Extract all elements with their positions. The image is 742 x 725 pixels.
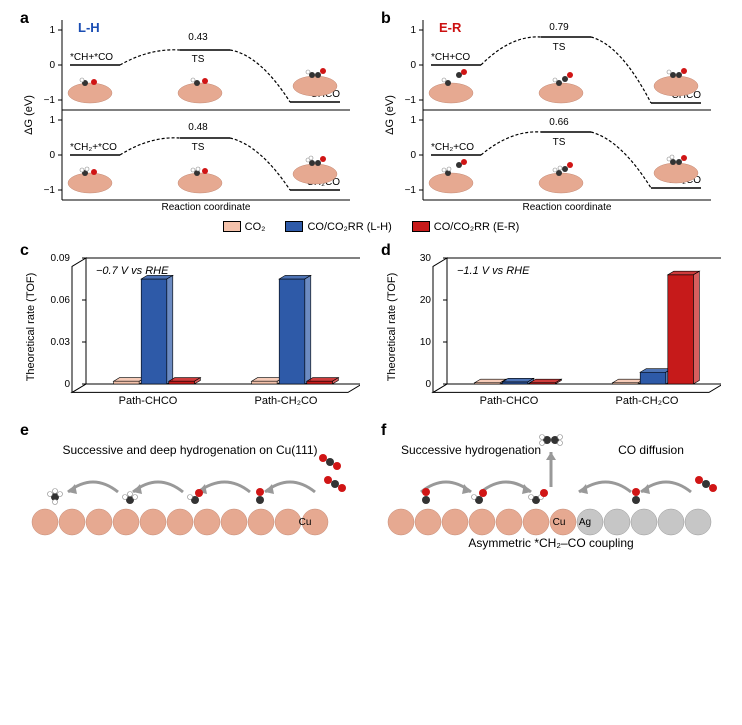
svg-text:1: 1	[49, 25, 55, 36]
svg-text:−1: −1	[405, 95, 417, 106]
panel-a-title: L-H	[78, 20, 100, 35]
panel-label-e: e	[20, 422, 29, 440]
e-cu-label: Cu	[299, 517, 312, 528]
svg-text:Theoretical rate (TOF): Theoretical rate (TOF)	[25, 273, 37, 382]
bar-chart-d: 0 10 20 30 Theoretical rate (TOF) −1.1 V vs R…	[381, 242, 721, 412]
e-text: Successive and deep hydrogenation on Cu(…	[62, 443, 317, 457]
b1-barrier: 0.79	[549, 22, 569, 33]
a2-left: *CH₂+*CO	[70, 142, 117, 153]
svg-text:0.09: 0.09	[51, 253, 71, 264]
b1-left: *CH+CO	[431, 52, 470, 63]
panel-d: d 0 10 20 30 Theoretical rate (TOF) −1.1 V vs…	[381, 242, 722, 412]
svg-text:0.03: 0.03	[51, 337, 71, 348]
panel-a-ylabel: ΔG (eV)	[23, 95, 35, 135]
svg-text:1: 1	[49, 115, 55, 126]
f-ag-label: Ag	[579, 517, 591, 528]
f-text-left: Successive hydrogenation	[401, 443, 541, 457]
legend-item-1: CO/CO₂RR (L-H)	[285, 218, 391, 236]
schematic-e: Successive and deep hydrogenation on Cu(…	[20, 422, 360, 552]
panel-label-b: b	[381, 10, 391, 28]
energy-diagram-b: E-R ΔG (eV) 1 0 −1 1 0 −1 *CH+CO	[381, 10, 721, 210]
panel-a-xlabel: Reaction coordinate	[162, 202, 251, 210]
a2-barrier: 0.48	[188, 122, 208, 133]
b1-ts: TS	[553, 42, 566, 53]
bar-chart-c: 00.030.060.09Theoretical rate (TOF)−0.7 …	[20, 242, 360, 412]
f-text-right: CO diffusion	[618, 443, 684, 457]
svg-text:−1: −1	[44, 185, 56, 196]
b2-barrier: 0.66	[549, 117, 569, 128]
svg-text:10: 10	[420, 337, 432, 348]
f-arrows	[421, 452, 691, 494]
svg-text:0: 0	[49, 60, 55, 71]
svg-text:0: 0	[410, 150, 416, 161]
a1-barrier: 0.43	[188, 32, 208, 43]
e-arrows	[68, 482, 315, 494]
svg-text:1: 1	[410, 115, 416, 126]
svg-text:30: 30	[420, 253, 432, 264]
yticks-a1: 1 0 −1	[44, 25, 62, 106]
row-cd: c 00.030.060.09Theoretical rate (TOF)−0.…	[20, 242, 722, 412]
svg-text:0: 0	[425, 379, 431, 390]
svg-text:−1: −1	[405, 185, 417, 196]
a1-ts: TS	[192, 54, 205, 65]
row-ab: a L-H ΔG (eV) 1 0 −1 1 0	[20, 10, 722, 210]
a1-left: *CH+*CO	[70, 52, 113, 63]
mols-a1	[68, 68, 337, 103]
svg-text:Path-CH₂CO: Path-CH₂CO	[255, 395, 318, 407]
mols-a2	[68, 156, 337, 193]
panel-a: a L-H ΔG (eV) 1 0 −1 1 0	[20, 10, 361, 210]
panel-f: f Successive hydrogenation CO diffusion …	[381, 422, 722, 552]
svg-text:0: 0	[410, 60, 416, 71]
legend-item-2: CO/CO₂RR (E-R)	[412, 218, 520, 236]
b2-left: *CH₂+CO	[431, 142, 474, 153]
svg-text:Path-CHCO: Path-CHCO	[119, 395, 178, 407]
b2-ts: TS	[553, 137, 566, 148]
panel-e: e Successive and deep hydrogenation on C…	[20, 422, 361, 552]
legend-item-0: CO₂	[223, 218, 266, 236]
panel-b: b E-R ΔG (eV) 1 0 −1 1 0 −1	[381, 10, 722, 210]
panel-label-c: c	[20, 242, 29, 260]
svg-text:−1.1 V vs RHE: −1.1 V vs RHE	[457, 265, 530, 277]
row-ef: e Successive and deep hydrogenation on C…	[20, 422, 722, 552]
svg-text:Path-CHCO: Path-CHCO	[480, 395, 539, 407]
panel-label-d: d	[381, 242, 391, 260]
svg-text:0: 0	[49, 150, 55, 161]
legend: CO₂ CO/CO₂RR (L-H) CO/CO₂RR (E-R)	[20, 218, 722, 236]
f-cu-label: Cu	[553, 517, 566, 528]
panel-c: c 00.030.060.09Theoretical rate (TOF)−0.…	[20, 242, 361, 412]
panel-b-xlabel: Reaction coordinate	[523, 202, 612, 210]
svg-text:0: 0	[64, 379, 70, 390]
mols-b1	[429, 68, 698, 103]
panel-b-ylabel: ΔG (eV)	[384, 95, 396, 135]
svg-text:Theoretical rate (TOF): Theoretical rate (TOF)	[386, 273, 398, 382]
a2-ts: TS	[192, 142, 205, 153]
svg-text:−1: −1	[44, 95, 56, 106]
svg-text:0.06: 0.06	[51, 295, 71, 306]
panel-label-f: f	[381, 422, 386, 440]
panel-label-a: a	[20, 10, 29, 28]
yticks-a2: 1 0 −1	[44, 115, 62, 196]
panel-b-title: E-R	[439, 20, 462, 35]
svg-text:1: 1	[410, 25, 416, 36]
energy-diagram-a: L-H ΔG (eV) 1 0 −1 1 0 −1	[20, 10, 360, 210]
schematic-f: Successive hydrogenation CO diffusion As…	[381, 422, 721, 552]
svg-text:Path-CH₂CO: Path-CH₂CO	[616, 395, 679, 407]
f-text-bottom: Asymmetric *CH₂–CO coupling	[468, 536, 633, 550]
svg-text:20: 20	[420, 295, 432, 306]
